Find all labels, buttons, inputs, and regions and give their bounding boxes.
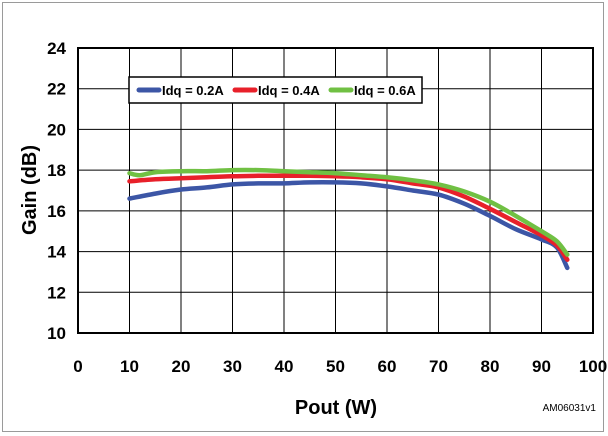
legend-box — [128, 76, 423, 104]
x-tick-labels: 0 10 20 30 40 50 60 70 80 90 100 — [73, 357, 607, 376]
y-tick-label: 20 — [47, 120, 66, 139]
x-tick-label: 100 — [579, 357, 607, 376]
x-tick-label: 60 — [378, 357, 397, 376]
y-tick-label: 14 — [47, 243, 66, 262]
legend: Idq = 0.2A Idq = 0.4A Idq = 0.6A — [128, 76, 423, 104]
plot-area — [77, 47, 594, 334]
x-tick-label: 10 — [120, 357, 139, 376]
x-tick-label: 50 — [326, 357, 345, 376]
series-line-3 — [127, 167, 570, 257]
y-axis-label: Gain (dB) — [19, 145, 41, 235]
legend-label: Idq = 0.4A — [258, 83, 320, 98]
x-tick-label: 30 — [223, 357, 242, 376]
y-tick-labels: 10 12 14 16 18 20 22 24 — [47, 39, 66, 343]
series-layer — [127, 167, 570, 271]
x-tick-label: 80 — [481, 357, 500, 376]
x-tick-label: 0 — [73, 357, 82, 376]
legend-label: Idq = 0.2A — [162, 83, 224, 98]
y-tick-label: 18 — [47, 161, 66, 180]
x-tick-label: 70 — [429, 357, 448, 376]
y-tick-label: 24 — [47, 39, 66, 58]
y-tick-label: 10 — [47, 324, 66, 343]
y-tick-label: 12 — [47, 283, 66, 302]
figure-code: AM06031v1 — [543, 403, 597, 414]
y-tick-label: 22 — [47, 80, 66, 99]
x-tick-label: 40 — [275, 357, 294, 376]
x-tick-label: 90 — [532, 357, 551, 376]
legend-label: Idq = 0.6A — [354, 83, 416, 98]
y-tick-label: 16 — [47, 202, 66, 221]
x-tick-label: 20 — [172, 357, 191, 376]
series-line-1 — [127, 180, 570, 271]
x-axis-label: Pout (W) — [295, 397, 377, 419]
